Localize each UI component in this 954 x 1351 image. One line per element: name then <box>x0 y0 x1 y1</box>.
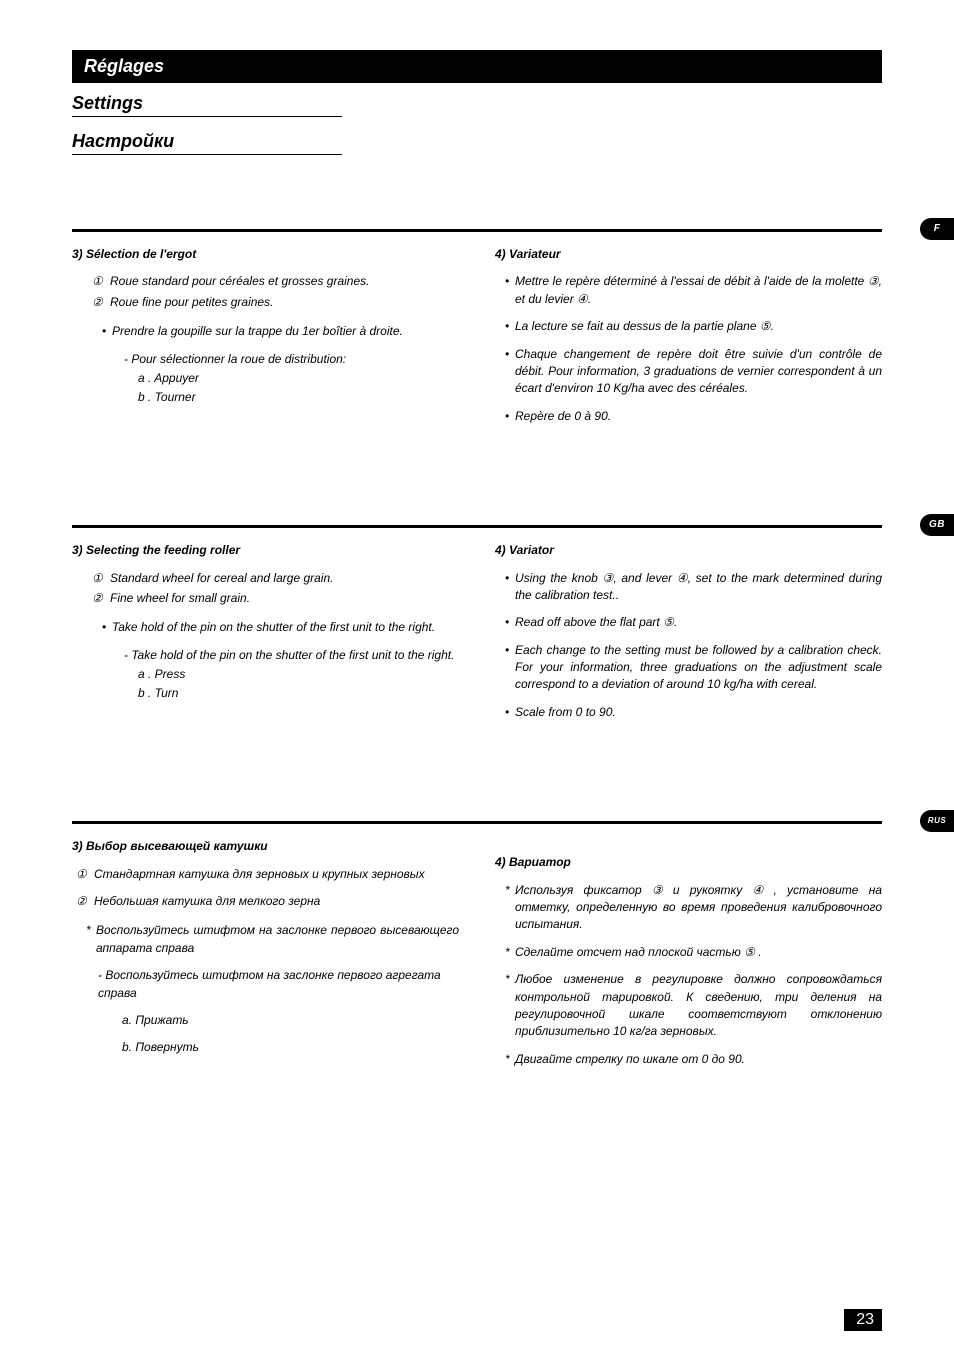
rus-item2: Небольшая катушка для мелкого зерна <box>94 893 459 910</box>
bullet-dot: • <box>505 614 515 631</box>
t: La lecture se fait au dessus de la parti… <box>515 319 760 333</box>
russian-block: RUS 3) Выбор высевающей катушки ①Стандар… <box>72 838 882 1078</box>
bullet-dot: • <box>505 408 515 425</box>
french-block: F 3) Sélection de l'ergot ①Roue standard… <box>72 246 882 435</box>
marker-1: ① <box>92 570 110 587</box>
bullet-dot: * <box>505 882 515 934</box>
fr-rb1: Mettre le repère déterminé à l'essai de … <box>515 273 882 308</box>
t: и рукоятку <box>663 883 753 897</box>
c: ④ <box>677 570 688 587</box>
marker-1: ① <box>76 866 94 883</box>
rus-sub-b: b. Повернуть <box>86 1039 459 1056</box>
bullet-dot: • <box>505 318 515 335</box>
bullet-dot: • <box>505 273 515 308</box>
gb-left-heading: 3) Selecting the feeding roller <box>72 542 459 559</box>
gb-rb4: Scale from 0 to 90. <box>515 704 882 721</box>
bullet-dot: * <box>505 1051 515 1068</box>
lang-tab-f: F <box>920 218 954 240</box>
t: . <box>771 319 774 333</box>
gb-rb3: Each change to the setting must be follo… <box>515 642 882 694</box>
rus-rb2: Сделайте отсчет над плоской частью ⑤ . <box>515 944 882 961</box>
fr-rb2: La lecture se fait au dessus de la parti… <box>515 318 882 335</box>
c: ④ <box>752 882 763 899</box>
c: ⑤ <box>760 318 771 335</box>
section-header-rus: Настройки <box>72 131 342 155</box>
c: ⑤ <box>744 944 755 961</box>
fr-sub-a: a . Appuyer <box>102 370 459 387</box>
gb-right-heading: 4) Variator <box>495 542 882 559</box>
gb-sub-a: a . Press <box>102 666 459 683</box>
t: . <box>588 292 591 306</box>
bullet-dot: • <box>505 346 515 398</box>
rus-rb3: Любое изменение в регулировке должно соп… <box>515 971 882 1041</box>
page-number: 23 <box>844 1309 882 1331</box>
rus-right-heading: 4) Вариатор <box>495 854 882 871</box>
bullet-dot: * <box>505 944 515 961</box>
divider <box>72 525 882 528</box>
lang-tab-rus: RUS <box>920 810 954 832</box>
section-header-black: Réglages <box>72 50 882 83</box>
fr-rb4: Repère de 0 à 90. <box>515 408 882 425</box>
gb-rb2: Read off above the flat part ⑤. <box>515 614 882 631</box>
t: Using the knob <box>515 571 603 585</box>
marker-1: ① <box>92 273 110 290</box>
fr-left-heading: 3) Sélection de l'ergot <box>72 246 459 263</box>
rus-rb1: Используя фиксатор ③ и рукоятку ④ , уста… <box>515 882 882 934</box>
marker-2: ② <box>92 294 110 311</box>
marker-2: ② <box>76 893 94 910</box>
gb-item1: Standard wheel for cereal and large grai… <box>110 570 459 587</box>
fr-item2: Roue fine pour petites graines. <box>110 294 459 311</box>
french-right-col: 4) Variateur •Mettre le repère déterminé… <box>495 246 882 435</box>
c: ⑤ <box>663 614 674 631</box>
russian-right-col: 4) Вариатор *Используя фиксатор ③ и руко… <box>495 838 882 1078</box>
t: , and lever <box>613 571 677 585</box>
russian-left-col: 3) Выбор высевающей катушки ①Стандартная… <box>72 838 459 1078</box>
gb-item2: Fine wheel for small grain. <box>110 590 459 607</box>
c: ④ <box>577 291 588 308</box>
fr-sub-b: b . Tourner <box>102 389 459 406</box>
rus-left-heading: 3) Выбор высевающей катушки <box>72 838 459 855</box>
marker-2: ② <box>92 590 110 607</box>
bullet-dot: • <box>102 323 112 340</box>
t: Используя фиксатор <box>515 883 652 897</box>
divider <box>72 821 882 824</box>
fr-rb3: Chaque changement de repère doit être su… <box>515 346 882 398</box>
bullet-dot: * <box>86 922 96 957</box>
t: . <box>674 615 677 629</box>
french-left-col: 3) Sélection de l'ergot ①Roue standard p… <box>72 246 459 435</box>
bullet-dot: • <box>505 570 515 605</box>
fr-b1: Prendre la goupille sur la trappe du 1er… <box>112 323 459 340</box>
gb-rb1: Using the knob ③, and lever ④, set to th… <box>515 570 882 605</box>
divider <box>72 229 882 232</box>
bullet-dot: • <box>102 619 112 636</box>
rus-sub-a: a. Прижать <box>86 1012 459 1029</box>
gb-b1: Take hold of the pin on the shutter of t… <box>112 619 459 636</box>
bullet-dot: * <box>505 971 515 1041</box>
fr-right-heading: 4) Variateur <box>495 246 882 263</box>
lang-tab-gb: GB <box>920 514 954 536</box>
english-block: GB 3) Selecting the feeding roller ①Stan… <box>72 542 882 731</box>
t: Read off above the flat part <box>515 615 663 629</box>
t: Сделайте отсчет над плоской частью <box>515 945 744 959</box>
bullet-dot: • <box>505 642 515 694</box>
rus-sub1: - Воспользуйтесь штифтом на заслонке пер… <box>86 967 459 1002</box>
gb-sub-b: b . Turn <box>102 685 459 702</box>
rus-rb4: Двигайте стрелку по шкале от 0 до 90. <box>515 1051 882 1068</box>
gb-sub1: - Take hold of the pin on the shutter of… <box>102 647 459 664</box>
rus-b1: Воспользуйтесь штифтом на заслонке перво… <box>96 922 459 957</box>
rus-item1: Стандартная катушка для зерновых и крупн… <box>94 866 459 883</box>
c: ③ <box>868 273 879 290</box>
t: . <box>755 945 762 959</box>
c: ③ <box>603 570 614 587</box>
c: ③ <box>652 882 663 899</box>
english-left-col: 3) Selecting the feeding roller ①Standar… <box>72 542 459 731</box>
english-right-col: 4) Variator •Using the knob ③, and lever… <box>495 542 882 731</box>
bullet-dot: • <box>505 704 515 721</box>
fr-sub1: - Pour sélectionner la roue de distribut… <box>102 351 459 368</box>
section-header-gb: Settings <box>72 93 342 117</box>
t: Mettre le repère déterminé à l'essai de … <box>515 274 868 288</box>
fr-item1: Roue standard pour céréales et grosses g… <box>110 273 459 290</box>
